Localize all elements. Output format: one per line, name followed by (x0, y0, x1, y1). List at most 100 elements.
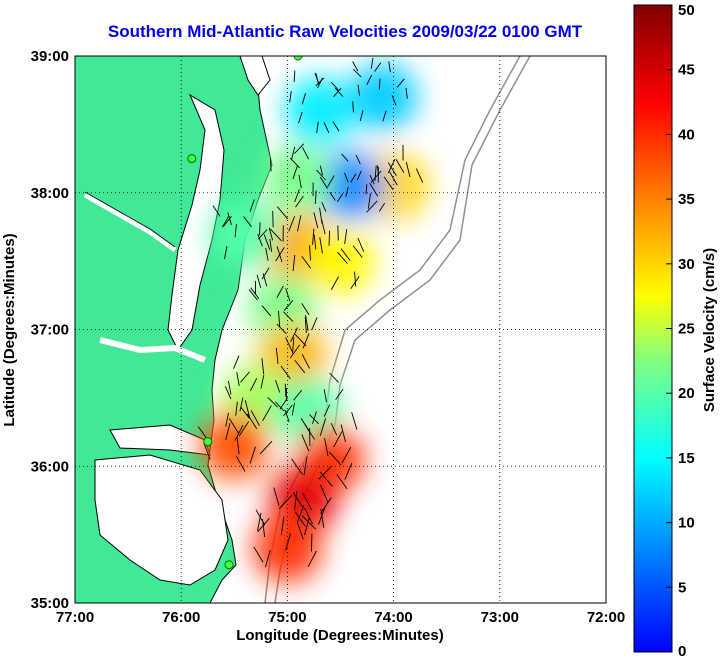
velocity-vector (292, 337, 295, 354)
colorbar-tick-label: 20 (678, 385, 695, 402)
velocity-vector (259, 222, 261, 236)
velocity-vector (329, 372, 339, 383)
velocity-vector (382, 110, 387, 122)
velocity-vector (323, 389, 327, 403)
velocity-vector (304, 517, 310, 536)
velocity-vector (249, 199, 255, 212)
velocity-vector (334, 87, 344, 97)
velocity-vector (248, 289, 258, 301)
velocity-vector (319, 176, 328, 189)
velocity-vector (305, 314, 309, 331)
x-tick-label: 76:00 (162, 609, 200, 626)
velocity-vector (292, 165, 298, 180)
velocity-vector (283, 311, 294, 322)
velocity-vector (253, 546, 264, 563)
velocity-vector (234, 224, 237, 238)
velocity-vector (283, 300, 294, 311)
velocity-vector (275, 347, 279, 364)
velocity-vector (276, 323, 287, 335)
velocity-vector (292, 492, 304, 509)
velocity-vector (405, 161, 411, 178)
velocity-vector (233, 355, 240, 369)
velocity-vector (337, 251, 348, 264)
velocity-vector (333, 431, 343, 448)
velocity-vector (249, 446, 256, 464)
colorbar-tick-label: 40 (678, 126, 695, 143)
velocity-vector (389, 171, 398, 186)
colorbar-tick-label: 0 (678, 643, 686, 659)
velocity-vector (238, 421, 250, 437)
colorbar-tick-label: 50 (678, 2, 695, 19)
velocity-vector (269, 238, 273, 252)
velocity-vector (352, 245, 363, 258)
velocity-vector (255, 509, 266, 526)
velocity-vector (336, 473, 348, 490)
velocity-vector (203, 443, 211, 460)
velocity-vector (352, 68, 362, 78)
velocity-vector (301, 515, 316, 530)
velocity-vector (294, 334, 307, 347)
velocity-vector (328, 230, 331, 246)
velocity-vector (303, 456, 308, 476)
velocity-vector (240, 406, 250, 419)
james-river (99, 337, 207, 363)
colorbar-tick-label: 30 (678, 256, 695, 273)
velocity-vector (240, 371, 250, 383)
velocity-vector (323, 122, 330, 134)
velocity-vector (369, 174, 375, 185)
velocity-vector (236, 372, 240, 387)
velocity-vector (290, 146, 296, 161)
velocity-vector (341, 153, 349, 162)
chart-title: Southern Mid-Atlantic Raw Velocities 200… (107, 22, 583, 41)
velocity-vector (359, 110, 364, 122)
velocity-vector (367, 193, 371, 209)
velocity-vector (301, 354, 310, 369)
velocity-vector (293, 389, 303, 401)
velocity-vector (378, 78, 381, 90)
velocity-vector (262, 273, 268, 287)
velocity-vector (351, 412, 358, 430)
radar-site-marker (187, 154, 197, 164)
velocity-vector (294, 189, 300, 203)
velocity-vector (302, 147, 310, 160)
velocity-vector (323, 404, 331, 417)
velocity-vector (301, 93, 306, 105)
velocity-vector (284, 409, 290, 423)
y-tick-label: 38:00 (31, 185, 69, 202)
colorbar (633, 4, 673, 653)
velocity-vector (289, 90, 292, 103)
velocity-vector (301, 434, 310, 452)
velocity-vector (302, 492, 312, 510)
velocity-vector (309, 414, 319, 425)
velocity-vector (321, 202, 327, 212)
x-tick-label: 74:00 (374, 609, 412, 626)
velocity-vector (301, 303, 310, 315)
radar-sites (187, 56, 303, 570)
velocity-vector (291, 402, 295, 416)
velocity-vector (294, 511, 306, 527)
velocity-vector (315, 77, 325, 87)
velocity-vector (313, 234, 317, 250)
velocity-vector (391, 94, 397, 106)
velocity-vector (297, 215, 302, 232)
velocity-vector (259, 440, 273, 455)
velocity-vector (264, 549, 271, 568)
velocity-vector (366, 200, 378, 213)
velocity-vector (365, 184, 368, 195)
velocity-vector (374, 165, 377, 182)
velocity-vector (257, 233, 263, 247)
velocity-vector (295, 195, 304, 208)
velocity-vector (312, 228, 315, 245)
velocity-vector (293, 70, 296, 82)
colorbar-tick-label: 45 (678, 62, 695, 79)
velocity-vector (270, 228, 282, 242)
y-tick-label: 35:00 (31, 595, 69, 612)
velocity-vector (354, 271, 357, 287)
velocity-vector (333, 87, 342, 98)
colorbar-tick-label: 5 (678, 579, 686, 596)
velocity-vector (280, 516, 285, 535)
velocity-vector (235, 401, 238, 416)
velocity-vector (257, 512, 262, 531)
velocity-vector (302, 333, 310, 349)
